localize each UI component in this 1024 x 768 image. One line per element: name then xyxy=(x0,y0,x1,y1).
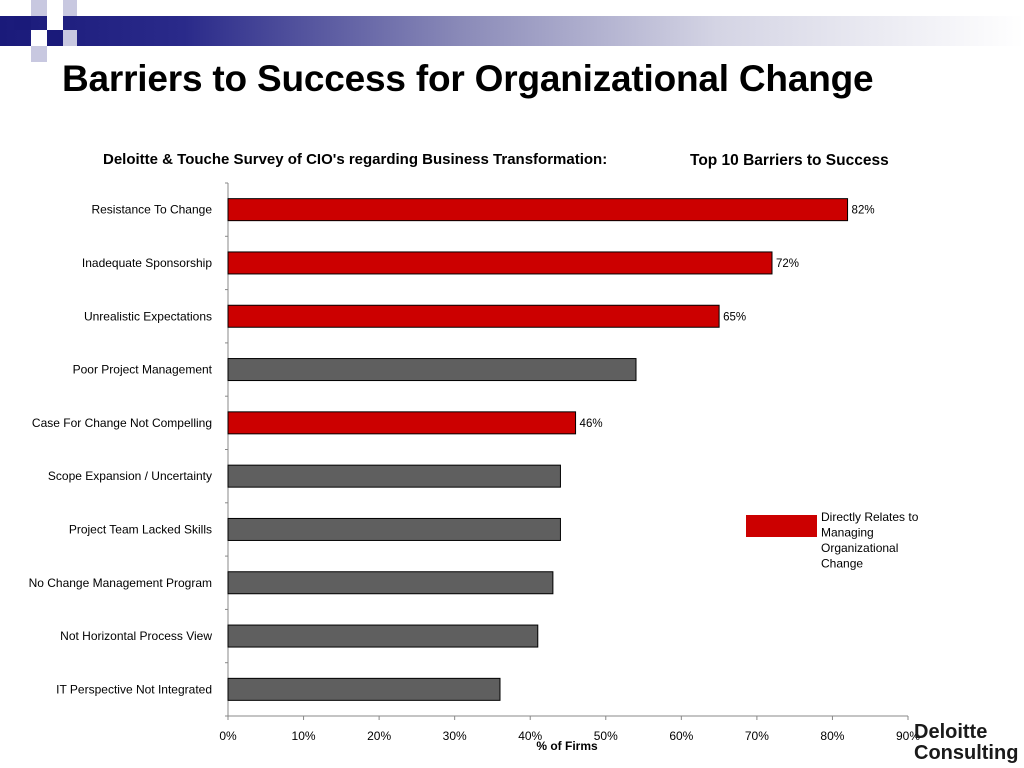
x-tick-label: 0% xyxy=(219,729,237,743)
page-title: Barriers to Success for Organizational C… xyxy=(62,58,874,99)
decorative-square xyxy=(63,0,77,16)
decorative-square xyxy=(31,0,47,16)
bar xyxy=(227,517,561,541)
category-label: Poor Project Management xyxy=(73,363,213,377)
logo-line: Deloitte xyxy=(914,721,988,743)
bar xyxy=(227,304,720,328)
x-tick-label: 20% xyxy=(367,729,391,743)
decorative-square xyxy=(63,30,77,46)
logo-line: Consulting xyxy=(914,742,1019,764)
legend-label-line: Organizational xyxy=(821,541,898,555)
data-label: 46% xyxy=(580,418,603,430)
x-tick-label: 60% xyxy=(669,729,693,743)
category-label: Inadequate Sponsorship xyxy=(82,256,212,270)
x-tick-label: 50% xyxy=(594,729,618,743)
deloitte-consulting-logo: Deloitte Consulting xyxy=(914,722,1018,764)
x-tick-label: 90% xyxy=(896,729,920,743)
header-gradient-band xyxy=(0,16,1024,46)
bar xyxy=(227,571,554,595)
decorative-square xyxy=(14,16,31,30)
category-label: Resistance To Change xyxy=(91,203,212,217)
data-label: 82% xyxy=(852,205,875,217)
x-tick-label: 30% xyxy=(443,729,467,743)
x-axis-label: % of Firms xyxy=(536,739,598,753)
bar xyxy=(227,198,849,222)
legend-label-line: Directly Relates to xyxy=(821,510,919,524)
decorative-square xyxy=(47,16,63,30)
decorative-square xyxy=(31,30,47,46)
category-label: No Change Management Program xyxy=(29,576,212,590)
bar xyxy=(227,677,501,701)
x-tick-label: 40% xyxy=(518,729,542,743)
x-tick-label: 10% xyxy=(292,729,316,743)
bar xyxy=(227,624,539,648)
bar xyxy=(227,464,561,488)
decorative-square xyxy=(47,30,63,46)
chart-title: Top 10 Barriers to Success xyxy=(690,152,889,169)
bar xyxy=(227,251,773,275)
decorative-square xyxy=(31,46,47,62)
data-label: 72% xyxy=(776,258,799,270)
category-label: Case For Change Not Compelling xyxy=(32,416,212,430)
bar xyxy=(227,358,637,382)
category-label: Not Horizontal Process View xyxy=(60,629,212,643)
x-tick-label: 80% xyxy=(820,729,844,743)
category-label: IT Perspective Not Integrated xyxy=(56,682,212,696)
legend-swatch xyxy=(746,515,817,537)
legend-label-line: Change xyxy=(821,557,863,571)
data-label: 65% xyxy=(723,311,746,323)
category-label: Project Team Lacked Skills xyxy=(69,522,212,536)
category-label: Unrealistic Expectations xyxy=(84,309,212,323)
legend-label: Directly Relates to Managing Organizationa… xyxy=(821,510,919,571)
x-tick-label: 70% xyxy=(745,729,769,743)
chart-subtitle: Deloitte & Touche Survey of CIO's regard… xyxy=(103,151,608,168)
category-label: Scope Expansion / Uncertainty xyxy=(48,469,212,483)
legend-label-line: Managing xyxy=(821,526,874,540)
bar xyxy=(227,411,577,435)
